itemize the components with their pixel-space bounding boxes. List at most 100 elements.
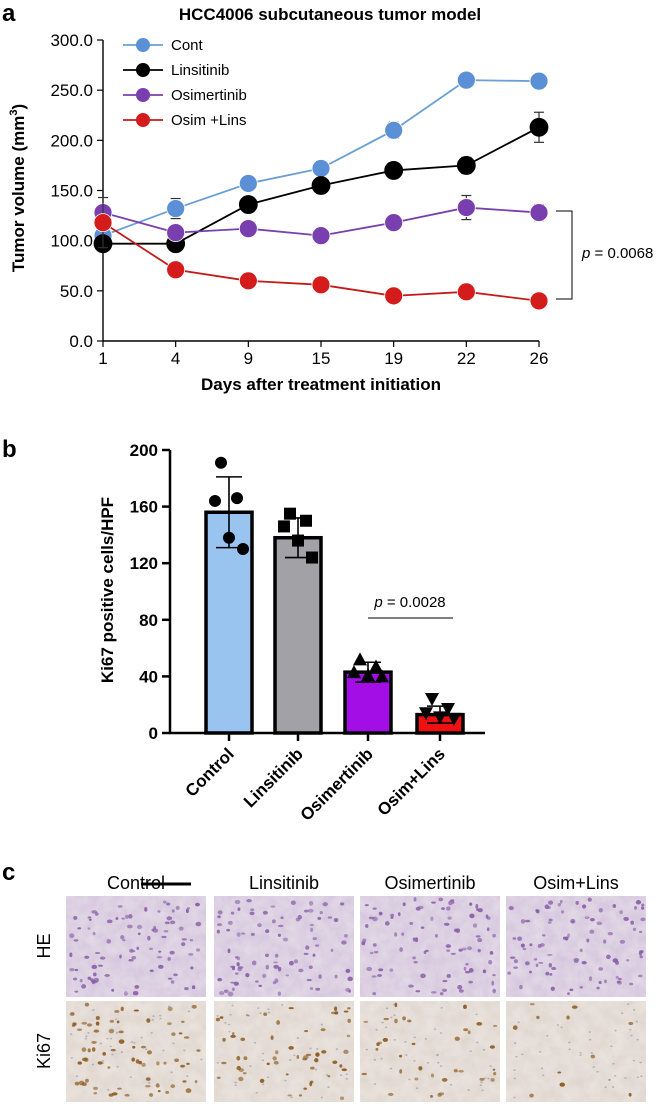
nucleus: [94, 951, 101, 955]
nucleus: [147, 1050, 152, 1055]
nucleus: [461, 947, 467, 951]
nucleus: [476, 1041, 479, 1044]
nucleus: [488, 959, 493, 965]
nucleus: [109, 1019, 115, 1023]
nucleus: [166, 916, 173, 921]
nucleus: [372, 943, 377, 947]
nucleus: [116, 1065, 119, 1068]
data-point: [369, 659, 383, 673]
nucleus: [612, 903, 617, 908]
nucleus: [320, 1023, 324, 1026]
nucleus: [482, 969, 487, 974]
nucleus: [140, 1045, 147, 1049]
nucleus: [131, 955, 137, 960]
nucleus: [322, 902, 328, 907]
nucleus: [404, 1040, 407, 1043]
nucleus: [190, 966, 194, 970]
nucleus: [343, 1010, 349, 1013]
chart-b-y-tick-label: 0: [149, 724, 158, 743]
nucleus: [167, 956, 171, 961]
nucleus: [312, 953, 316, 957]
nucleus: [529, 1093, 534, 1098]
nucleus: [639, 950, 644, 954]
nucleus: [107, 1066, 111, 1069]
nucleus: [512, 1025, 518, 1030]
nucleus: [614, 1029, 617, 1032]
nucleus: [413, 961, 418, 964]
nucleus: [547, 953, 553, 956]
nucleus: [465, 962, 469, 966]
nucleus: [394, 1018, 398, 1024]
nucleus: [639, 955, 643, 959]
nucleus: [548, 963, 552, 968]
chart-a-y-tick-label: 100.0: [50, 232, 93, 251]
nucleus: [373, 1083, 377, 1085]
nucleus: [305, 945, 310, 950]
data-point-cont: [529, 71, 549, 91]
histology-image-ki67-osimertinib: [360, 1001, 500, 1102]
nucleus: [131, 1057, 135, 1062]
nucleus: [293, 959, 299, 964]
nucleus: [194, 1080, 198, 1084]
nucleus: [467, 1030, 471, 1035]
nucleus: [463, 1004, 467, 1010]
nucleus: [314, 944, 320, 947]
nucleus: [72, 1022, 77, 1026]
nucleus: [151, 928, 155, 932]
nucleus: [402, 1016, 406, 1021]
nucleus: [334, 974, 338, 979]
nucleus: [315, 987, 321, 991]
data-point-osim-lins: [529, 291, 549, 311]
nucleus: [469, 1050, 472, 1053]
nucleus: [608, 1078, 611, 1081]
nucleus: [261, 1052, 265, 1055]
nucleus: [451, 901, 455, 904]
nucleus: [129, 1076, 132, 1079]
nucleus: [596, 1070, 599, 1073]
nucleus: [415, 990, 421, 993]
nucleus: [95, 1016, 100, 1021]
nucleus: [589, 918, 595, 922]
nucleus: [617, 980, 622, 985]
nucleus: [104, 974, 111, 977]
nucleus: [399, 1069, 403, 1074]
nucleus: [172, 1042, 175, 1045]
nucleus: [263, 1012, 268, 1016]
nucleus: [274, 953, 279, 958]
nucleus: [116, 1031, 119, 1034]
nucleus: [332, 1060, 338, 1064]
nucleus: [541, 934, 546, 937]
nucleus: [170, 980, 175, 984]
nucleus: [343, 1050, 347, 1052]
nucleus: [413, 1059, 416, 1062]
nucleus: [181, 938, 187, 941]
nucleus: [167, 1006, 173, 1012]
nucleus: [147, 935, 151, 941]
nucleus: [603, 939, 607, 944]
data-point: [419, 707, 433, 721]
nucleus: [224, 1021, 227, 1024]
nucleus: [240, 932, 246, 935]
nucleus: [446, 974, 451, 978]
nucleus: [638, 930, 643, 933]
nucleus: [234, 899, 241, 905]
nucleus: [438, 897, 444, 902]
legend-marker-cont: [136, 38, 150, 52]
nucleus: [247, 1014, 251, 1017]
nucleus: [164, 921, 170, 925]
data-point-osim-lins: [166, 260, 186, 280]
nucleus: [92, 1009, 95, 1011]
nucleus: [408, 984, 414, 988]
data-point-osim-lins: [384, 286, 404, 306]
nucleus: [137, 932, 141, 936]
nucleus: [442, 979, 448, 983]
nucleus: [265, 964, 269, 970]
nucleus: [619, 939, 626, 944]
nucleus: [515, 1055, 518, 1058]
nucleus: [250, 932, 255, 936]
chart-a-x-axis: 1 4 9 15 19 22 26: [98, 341, 548, 368]
nucleus: [163, 1061, 167, 1065]
nucleus: [333, 918, 339, 923]
nucleus: [592, 1066, 595, 1069]
